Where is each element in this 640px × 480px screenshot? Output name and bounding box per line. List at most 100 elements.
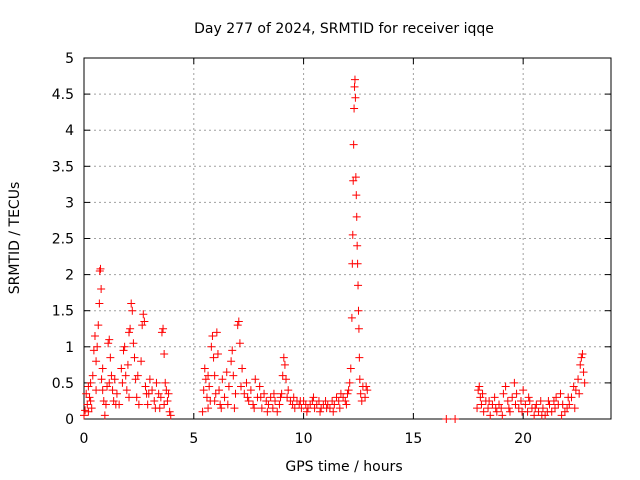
data-point <box>157 328 166 337</box>
y-tick-label: 5 <box>65 51 74 67</box>
data-point <box>534 407 543 416</box>
data-point <box>309 393 318 402</box>
data-point <box>249 400 258 409</box>
data-point <box>132 393 141 402</box>
data-point <box>343 389 352 398</box>
data-point <box>510 378 519 387</box>
data-point <box>335 404 344 413</box>
data-point <box>579 368 588 377</box>
data-point <box>262 396 271 405</box>
data-point <box>164 389 173 398</box>
data-point <box>139 310 148 319</box>
data-point <box>215 386 224 395</box>
data-point <box>204 404 213 413</box>
data-point <box>92 357 101 366</box>
data-point <box>279 353 288 362</box>
data-point <box>355 353 364 362</box>
data-point <box>478 389 487 398</box>
data-point <box>130 353 139 362</box>
data-point <box>222 368 231 377</box>
data-point <box>477 400 486 409</box>
data-point <box>521 400 530 409</box>
x-tick-label: 20 <box>514 431 532 447</box>
data-point <box>238 364 247 373</box>
data-point <box>350 82 359 91</box>
data-point <box>532 400 541 409</box>
data-point <box>242 378 251 387</box>
data-point <box>84 382 93 391</box>
data-point <box>357 396 366 405</box>
data-point <box>110 375 119 384</box>
data-point <box>233 321 242 330</box>
data-point <box>451 415 460 423</box>
y-axis-label: SRMTID / TECUs <box>7 182 23 295</box>
data-point <box>162 386 171 395</box>
data-point <box>240 389 249 398</box>
data-point <box>163 396 172 405</box>
data-point <box>490 393 499 402</box>
data-point <box>95 266 104 275</box>
data-point <box>351 173 360 182</box>
data-point <box>537 411 546 420</box>
data-point <box>89 346 98 355</box>
data-point <box>251 375 260 384</box>
data-point <box>145 375 154 384</box>
data-point <box>556 389 565 398</box>
data-point <box>576 360 585 369</box>
data-point <box>363 386 372 395</box>
data-point <box>257 404 266 413</box>
data-point <box>344 386 353 395</box>
data-point <box>349 140 358 149</box>
data-point <box>352 191 361 200</box>
y-tick-label: 2 <box>65 268 74 284</box>
data-point <box>82 389 91 398</box>
data-point <box>105 335 114 344</box>
data-point <box>87 404 96 413</box>
data-point <box>485 396 494 405</box>
data-point <box>224 382 233 391</box>
data-point <box>209 353 218 362</box>
data-point <box>350 104 359 113</box>
y-tick-label: 0.5 <box>52 376 74 392</box>
data-point <box>85 393 94 402</box>
data-point <box>103 382 112 391</box>
data-point <box>105 378 114 387</box>
data-point <box>160 400 169 409</box>
data-point <box>95 299 104 308</box>
data-point <box>143 400 152 409</box>
data-point <box>486 411 495 420</box>
data-point <box>563 404 572 413</box>
data-point <box>141 382 150 391</box>
data-point <box>362 382 371 391</box>
data-point <box>264 400 273 409</box>
data-point <box>131 375 140 384</box>
data-point <box>255 382 264 391</box>
data-point <box>217 404 226 413</box>
data-point <box>129 339 138 348</box>
x-axis-label: GPS time / hours <box>285 459 402 475</box>
data-point <box>442 415 451 423</box>
data-point <box>201 375 210 384</box>
data-point <box>484 404 493 413</box>
data-point <box>346 364 355 373</box>
y-tick-label: 2.5 <box>52 232 74 248</box>
data-point <box>199 386 208 395</box>
data-point <box>266 393 275 402</box>
data-point <box>109 396 118 405</box>
data-point <box>237 382 246 391</box>
data-point <box>165 407 174 416</box>
data-point <box>351 93 360 102</box>
data-point <box>213 350 222 359</box>
data-point <box>231 389 240 398</box>
data-point <box>505 407 514 416</box>
data-point <box>571 386 580 395</box>
data-point <box>228 346 237 355</box>
data-point <box>246 386 255 395</box>
data-point <box>156 393 165 402</box>
data-point <box>504 404 513 413</box>
data-point <box>243 393 252 402</box>
data-point <box>144 389 153 398</box>
data-point <box>354 306 363 315</box>
data-point <box>518 407 527 416</box>
data-point <box>580 378 589 387</box>
